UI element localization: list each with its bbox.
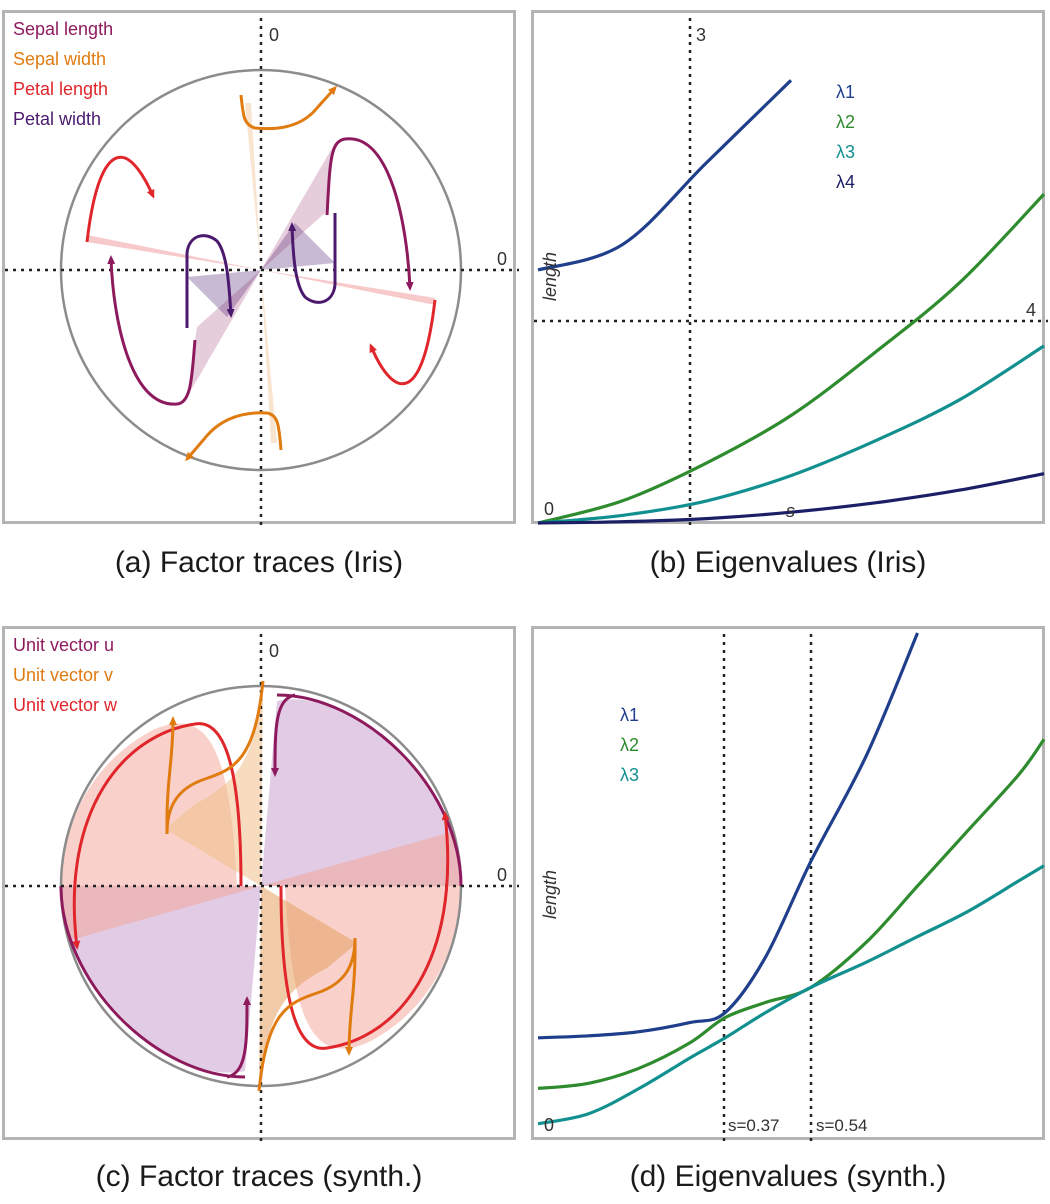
trace-sepal-width-bottom	[185, 411, 283, 462]
trace-petal-length-right	[369, 299, 437, 386]
trace-petal-width-left	[185, 234, 235, 328]
legend-petal-length: Petal length	[13, 79, 108, 99]
trace-w-right	[279, 811, 450, 1050]
eigenvalues-iris: 3 4 0 s length λ1 λ2 λ3 λ4	[534, 18, 1048, 527]
legend-sepal-width: Sepal width	[13, 49, 106, 69]
trace-sepal-width-top	[239, 85, 338, 131]
caption-d: (d) Eigenvalues (synth.)	[629, 1160, 947, 1193]
legend-unit-vector-w: Unit vector w	[13, 695, 118, 715]
trace-v-top	[165, 680, 265, 835]
petal-width-wedge	[261, 223, 335, 270]
petal-length-strip-2	[87, 235, 261, 270]
factor-traces-synth: 0 0 Unit vector u Unit vector v Unit vec…	[5, 634, 519, 1143]
hline-label: 4	[1026, 300, 1036, 320]
axis-zero-right: 0	[497, 249, 507, 269]
trace-w-left	[72, 722, 243, 950]
caption-c: (c) Factor traces (synth.)	[95, 1160, 423, 1193]
trace-sepal-length-left	[107, 255, 197, 406]
legend-lambda3: λ3	[620, 765, 639, 785]
caption-a: (a) Factor traces (Iris)	[114, 546, 404, 579]
vline-label: 3	[696, 25, 706, 45]
legend-lambda2: λ2	[620, 735, 639, 755]
factor-traces-iris: 0 0 Sepal length Sepal width Petal lengt…	[5, 18, 519, 527]
sepal-width-strip	[245, 103, 261, 270]
panel-d: 0 s=0.37 s=0.54 length λ1 λ2 λ3	[531, 626, 1046, 1143]
petal-length-strip	[261, 270, 435, 305]
panel-c: 0 0 Unit vector u Unit vector v Unit vec…	[2, 626, 519, 1143]
ylabel: length	[540, 252, 560, 301]
u-fill-right	[261, 699, 462, 886]
sepal-width-strip-2	[261, 270, 277, 443]
eigenvalues-synth: 0 s=0.37 s=0.54 length λ1 λ2 λ3	[537, 632, 1046, 1143]
vline1-label: s=0.37	[728, 1116, 780, 1135]
u-arc-right	[276, 693, 463, 887]
legend-lambda3: λ3	[836, 142, 855, 162]
eigen-synth-series-lambda2	[537, 738, 1046, 1090]
caption-b: (b) Eigenvalues (Iris)	[649, 546, 927, 579]
origin-label: 0	[544, 1115, 554, 1135]
u-fill-left	[60, 886, 261, 1073]
petal-width-wedge-2	[187, 270, 261, 317]
axis-zero-top: 0	[269, 25, 279, 45]
ylabel: length	[540, 870, 560, 919]
axis-zero-top: 0	[269, 641, 279, 661]
legend-unit-vector-u: Unit vector u	[13, 635, 114, 655]
eigen-iris-series-lambda3	[537, 344, 1045, 525]
legend-petal-width: Petal width	[13, 109, 101, 129]
panel-a: 0 0 Sepal length Sepal width Petal lengt…	[2, 10, 519, 527]
legend-unit-vector-v: Unit vector v	[13, 665, 113, 685]
panel-b: 3 4 0 s length λ1 λ2 λ3 λ4	[531, 10, 1048, 527]
vline2-label: s=0.54	[816, 1116, 868, 1135]
legend-lambda1: λ1	[836, 82, 855, 102]
eigen-synth-series-lambda1	[537, 632, 919, 1040]
legend-lambda2: λ2	[836, 112, 855, 132]
eigen-iris-series-lambda1	[537, 79, 793, 272]
xlabel: s	[786, 501, 795, 521]
trace-u-top	[271, 693, 296, 777]
sepal-length-wedge-2	[187, 270, 261, 397]
sepal-length-wedge	[261, 143, 335, 270]
u-arc-left	[59, 885, 246, 1079]
legend-sepal-length: Sepal length	[13, 19, 113, 39]
trace-u-bottom	[226, 996, 251, 1079]
eigen-iris-series-lambda2	[537, 192, 1046, 525]
eigen-iris-series-lambda4	[537, 472, 1045, 525]
eigen-synth-series-lambda3	[537, 864, 1045, 1126]
legend-lambda1: λ1	[620, 705, 639, 725]
origin-label: 0	[544, 499, 554, 519]
trace-v-bottom	[257, 937, 357, 1092]
trace-petal-width-right	[288, 213, 337, 304]
axis-zero-right: 0	[497, 865, 507, 885]
legend-lambda4: λ4	[836, 172, 855, 192]
trace-petal-length-left	[85, 155, 155, 243]
trace-sepal-length-right	[325, 137, 414, 291]
